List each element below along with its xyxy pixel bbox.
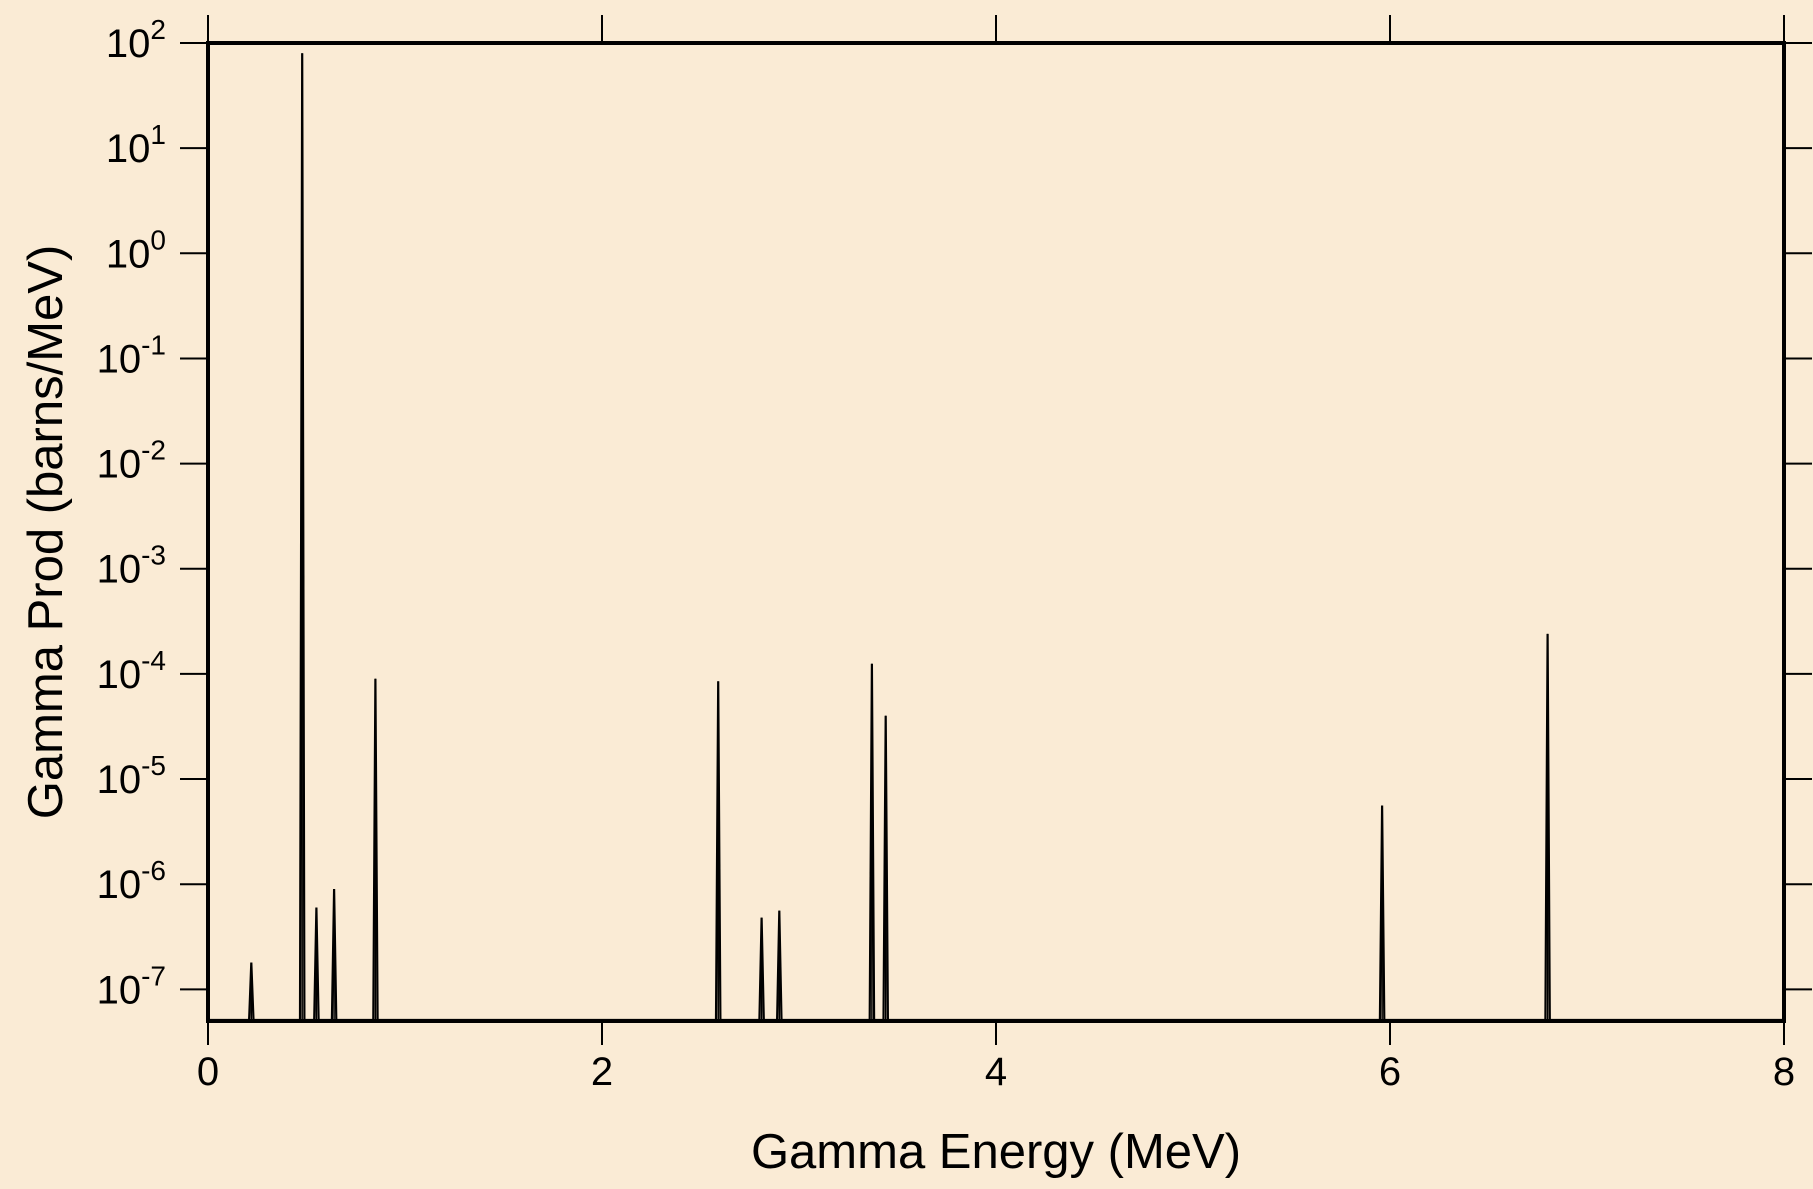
x-axis-label: Gamma Energy (MeV) bbox=[751, 1125, 1241, 1179]
plot-frame bbox=[206, 41, 1786, 1023]
x-tick-label: 2 bbox=[591, 1050, 613, 1094]
y-tick-label: 10-2 bbox=[97, 435, 166, 487]
y-tick-label: 10-7 bbox=[97, 960, 166, 1012]
y-tick-label: 102 bbox=[106, 14, 166, 66]
y-tick-label: 101 bbox=[106, 119, 166, 171]
x-tick-label: 0 bbox=[197, 1050, 219, 1094]
y-tick-label: 10-6 bbox=[97, 855, 166, 907]
tick-marks bbox=[180, 15, 1812, 1045]
y-tick-labels: 102 101 100 10-1 10-2 10-3 10-4 10-5 10-6 10-7 bbox=[97, 14, 166, 1012]
plot-area bbox=[208, 43, 1784, 1021]
x-tick-labels: 0 2 4 6 8 bbox=[197, 1050, 1795, 1094]
y-tick-label: 10-5 bbox=[97, 750, 166, 802]
y-axis-label: Gamma Prod (barns/MeV) bbox=[19, 245, 73, 820]
x-tick-label: 8 bbox=[1773, 1050, 1795, 1094]
y-tick-label: 10-1 bbox=[97, 329, 166, 381]
y-tick-label: 10-3 bbox=[97, 540, 166, 592]
x-tick-label: 4 bbox=[985, 1050, 1007, 1094]
y-tick-label: 10-4 bbox=[97, 645, 166, 697]
x-tick-label: 6 bbox=[1379, 1050, 1401, 1094]
y-tick-label: 100 bbox=[106, 224, 166, 276]
